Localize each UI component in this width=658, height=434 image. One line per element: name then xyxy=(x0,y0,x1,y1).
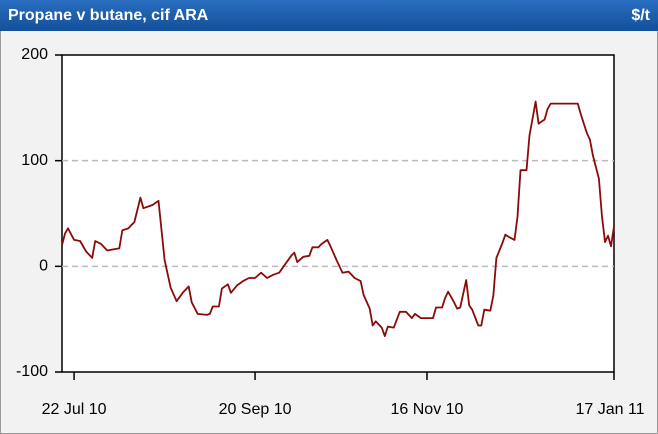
y-tick-label: -100 xyxy=(16,363,48,380)
y-tick-label: 200 xyxy=(21,46,48,63)
data-line xyxy=(61,100,615,337)
x-tick-label: 22 Jul 10 xyxy=(42,401,107,418)
unit-label: $/t xyxy=(631,7,650,24)
plot-area xyxy=(61,54,615,373)
x-tick-label: 17 Jan 11 xyxy=(575,401,644,418)
y-tick-label: 100 xyxy=(21,152,48,169)
y-tick-label: 0 xyxy=(39,258,48,275)
chart-title: Propane v butane, cif ARA xyxy=(8,7,209,24)
x-tick-label: 16 Nov 10 xyxy=(391,401,464,418)
header-bar xyxy=(0,0,658,31)
x-tick-label: 20 Sep 10 xyxy=(219,401,292,418)
